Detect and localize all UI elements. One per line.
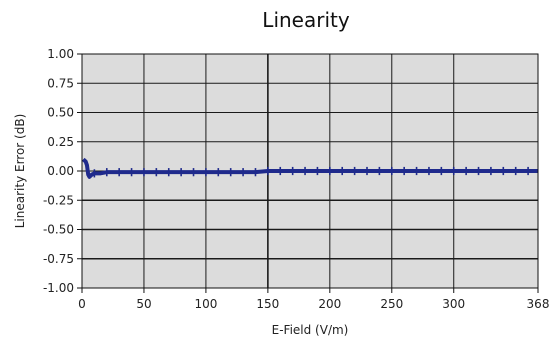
x-tick-label: 300 [442,297,465,311]
y-tick-label: 1.00 [47,47,74,61]
series-line [81,157,538,179]
chart-title: Linearity [262,8,350,32]
x-tick-label: 368 [527,297,550,311]
y-tick-label: 0.25 [47,135,74,149]
x-tick-label: 50 [136,297,151,311]
y-tick-label: 0.00 [47,164,74,178]
x-tick-label: 250 [380,297,403,311]
y-tick-label: -0.50 [43,223,74,237]
x-tick-label: 150 [256,297,279,311]
y-tick-label: -1.00 [43,281,74,295]
y-tick-label: 0.75 [47,76,74,90]
y-axis: 1.00 0.75 0.50 0.25 0.00 -0.25 -0.50 -0.75 -1.00 [43,47,82,295]
plot-border [81,53,539,289]
x-tick-label: 200 [318,297,341,311]
y-tick-label: 0.50 [47,106,74,120]
series-layer [81,157,538,179]
x-axis: 0 50 100 150 200 250 300 368 [78,288,549,311]
x-tick-label: 100 [194,297,217,311]
x-tick-label: 0 [78,297,86,311]
y-tick-label: -0.25 [43,193,74,207]
y-axis-label: Linearity Error (dB) [13,114,27,229]
x-axis-label: E-Field (V/m) [272,323,349,337]
y-tick-label: -0.75 [43,252,74,266]
